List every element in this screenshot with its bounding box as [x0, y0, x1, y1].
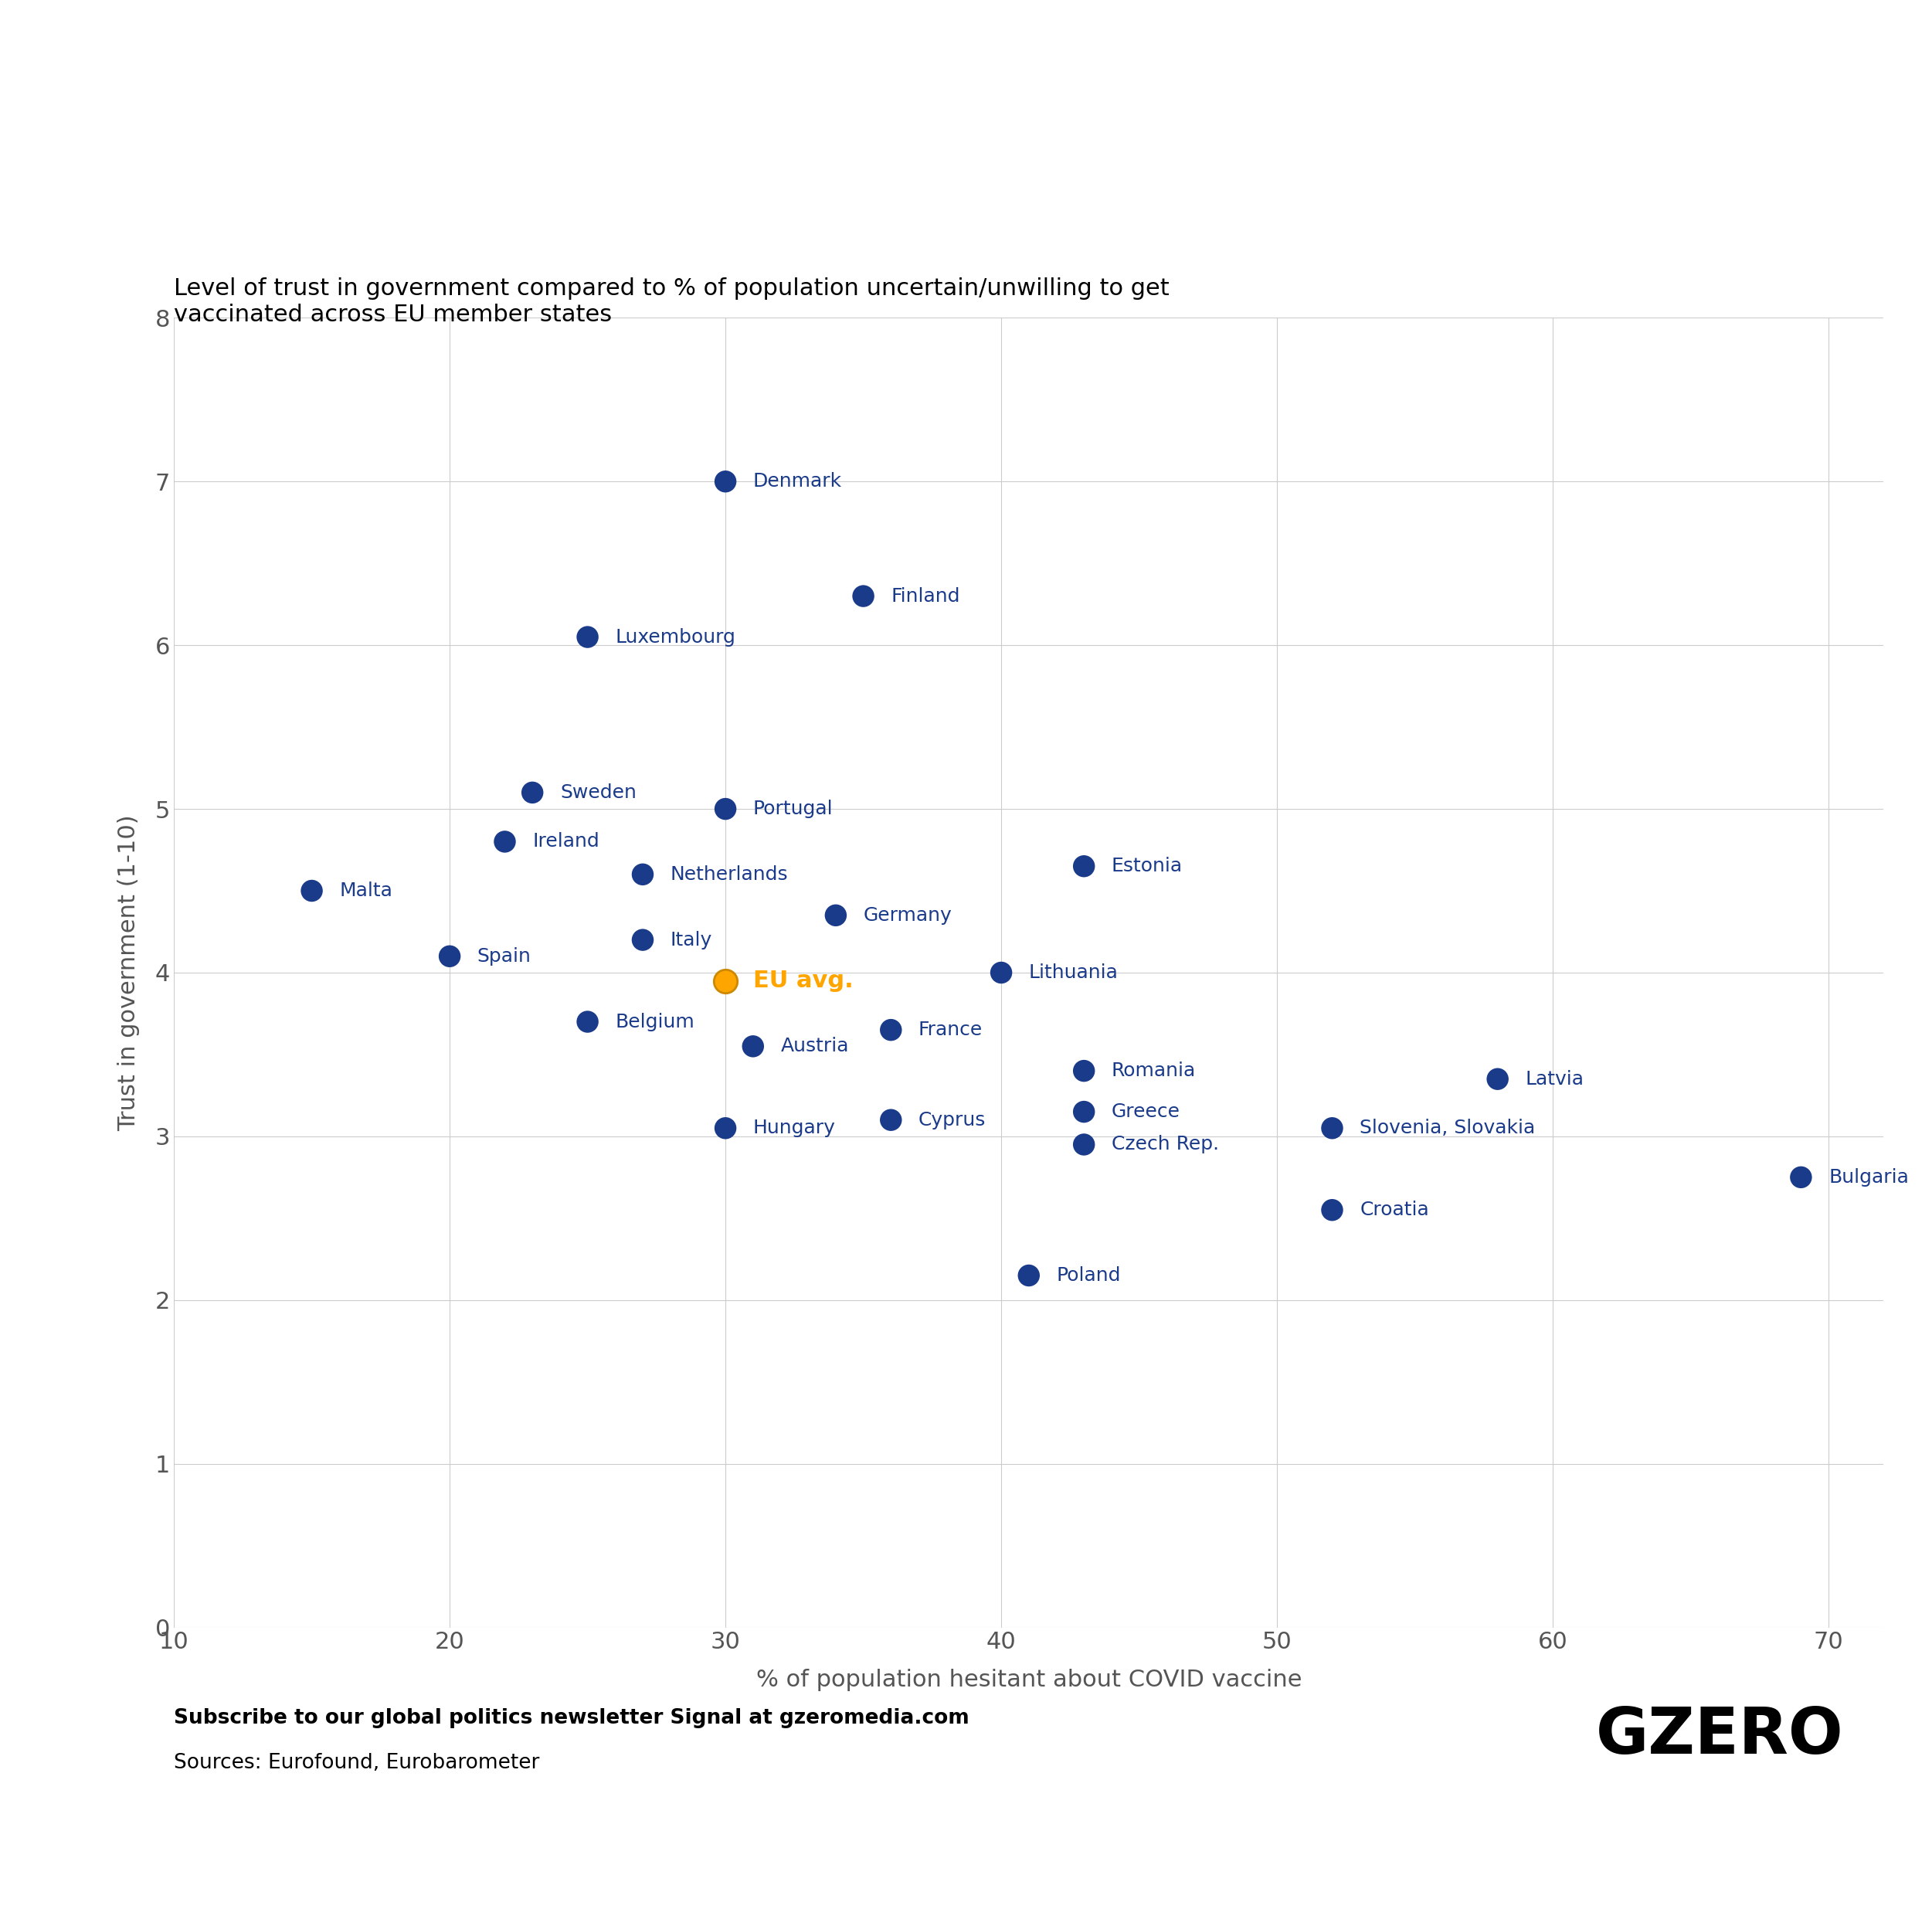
- Point: [1068, 1055, 1099, 1086]
- Text: Finland: Finland: [891, 587, 960, 605]
- Text: Bulgaria: Bulgaria: [1828, 1167, 1909, 1186]
- Point: [435, 942, 466, 973]
- Text: France: France: [918, 1021, 983, 1040]
- Point: [1785, 1161, 1816, 1192]
- Text: No trust, no jab in EU: No trust, no jab in EU: [48, 94, 995, 169]
- Point: [875, 1106, 906, 1136]
- Point: [1068, 1129, 1099, 1159]
- Text: Slovenia, Slovakia: Slovenia, Slovakia: [1360, 1119, 1536, 1138]
- Text: Croatia: Croatia: [1360, 1200, 1430, 1219]
- Text: Sources: Eurofound, Eurobarometer: Sources: Eurofound, Eurobarometer: [174, 1753, 539, 1772]
- Point: [296, 874, 327, 907]
- Text: Level of trust in government compared to % of population uncertain/unwilling to : Level of trust in government compared to…: [174, 277, 1169, 325]
- Text: Italy: Italy: [670, 930, 713, 950]
- Y-axis label: Trust in government (1-10): Trust in government (1-10): [118, 815, 139, 1131]
- Point: [875, 1015, 906, 1046]
- Text: Sweden: Sweden: [560, 784, 636, 801]
- Text: GZERO: GZERO: [1596, 1705, 1843, 1766]
- Point: [628, 924, 659, 955]
- Point: [489, 826, 520, 857]
- Text: Austria: Austria: [781, 1036, 848, 1055]
- Text: Czech Rep.: Czech Rep.: [1111, 1134, 1219, 1154]
- Point: [628, 859, 659, 890]
- Point: [1318, 1194, 1349, 1225]
- Text: Lithuania: Lithuania: [1028, 963, 1119, 982]
- Text: Spain: Spain: [477, 948, 531, 965]
- Text: Belgium: Belgium: [614, 1013, 694, 1030]
- Point: [738, 1030, 769, 1061]
- Text: Poland: Poland: [1057, 1265, 1121, 1285]
- Text: Ireland: Ireland: [533, 832, 599, 851]
- Point: [1068, 851, 1099, 882]
- Point: [848, 582, 879, 612]
- Text: Denmark: Denmark: [753, 472, 842, 491]
- Text: Romania: Romania: [1111, 1061, 1196, 1080]
- Point: [572, 622, 603, 653]
- Text: Cyprus: Cyprus: [918, 1111, 985, 1129]
- Point: [1482, 1063, 1513, 1094]
- Point: [709, 1113, 740, 1144]
- Point: [518, 778, 549, 809]
- Text: Germany: Germany: [864, 905, 952, 924]
- Point: [1068, 1096, 1099, 1127]
- Text: Subscribe to our global politics newsletter Signal at gzeromedia.com: Subscribe to our global politics newslet…: [174, 1708, 970, 1728]
- Point: [821, 899, 852, 930]
- Text: Portugal: Portugal: [753, 799, 833, 819]
- Text: Netherlands: Netherlands: [670, 865, 788, 884]
- Point: [1012, 1260, 1043, 1290]
- Text: Hungary: Hungary: [753, 1119, 835, 1138]
- Text: Latvia: Latvia: [1524, 1069, 1584, 1088]
- Point: [985, 957, 1016, 988]
- Point: [709, 794, 740, 824]
- Text: Estonia: Estonia: [1111, 857, 1182, 876]
- Text: Greece: Greece: [1111, 1102, 1180, 1121]
- Point: [709, 965, 740, 996]
- Text: EU avg.: EU avg.: [753, 969, 854, 992]
- X-axis label: % of population hesitant about COVID vaccine: % of population hesitant about COVID vac…: [755, 1668, 1302, 1691]
- Text: Malta: Malta: [340, 882, 392, 899]
- Point: [572, 1005, 603, 1036]
- Text: Luxembourg: Luxembourg: [614, 628, 736, 647]
- Point: [709, 466, 740, 497]
- Point: [1318, 1113, 1349, 1144]
